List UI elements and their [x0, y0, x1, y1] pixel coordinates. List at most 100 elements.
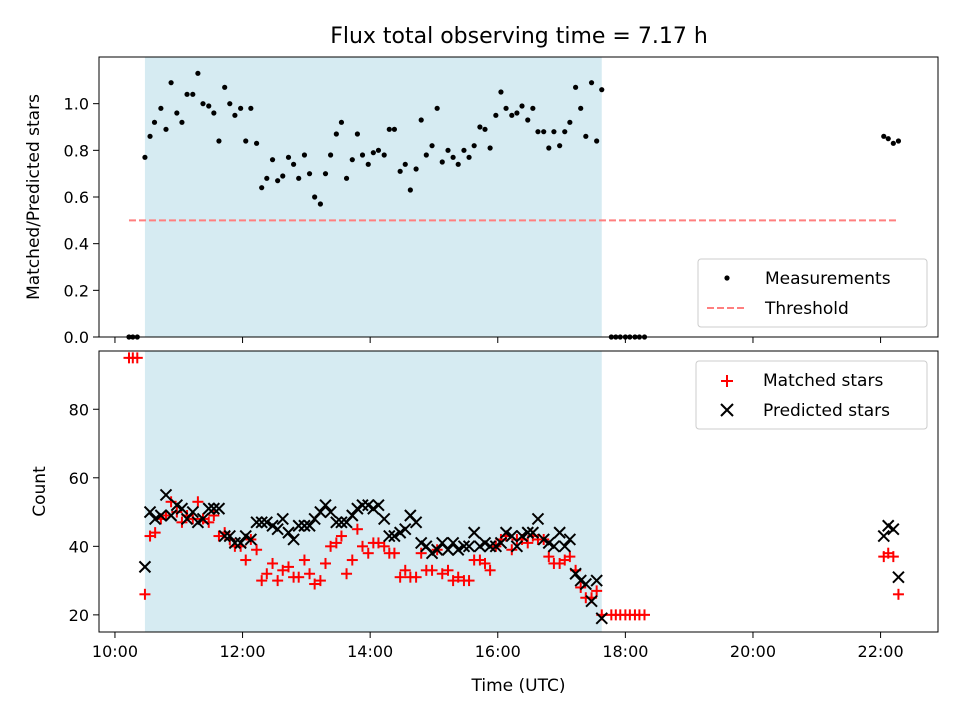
measurement-point [525, 117, 531, 123]
predicted-star-point [383, 529, 396, 543]
measurement-point [158, 105, 164, 111]
matched-star-point [452, 571, 464, 583]
bottom-legend: Matched stars Predicted stars [695, 360, 928, 430]
predicted-star-point [186, 505, 199, 519]
predicted-star-point [399, 522, 412, 536]
measurement-point [206, 103, 212, 109]
top-shaded-interval [144, 57, 602, 337]
measurement-point [338, 119, 345, 125]
measurement-point [493, 112, 499, 118]
matched-star-point [575, 581, 587, 593]
measurement-point [354, 131, 360, 137]
matched-star-point [149, 527, 161, 539]
predicted-stars-points [138, 488, 905, 625]
measurement-point [184, 91, 190, 97]
matched-star-point [277, 564, 289, 576]
measurement-point [151, 119, 158, 125]
bottom-shaded-interval [144, 351, 602, 632]
predicted-star-point [282, 526, 295, 539]
predicted-star-point [558, 540, 571, 553]
measurement-point [439, 159, 445, 165]
predicted-star-point [892, 570, 905, 584]
measurement-point [306, 171, 313, 177]
top-y-axis-label: Matched/Predicted stars [24, 94, 44, 300]
measurement-point [147, 133, 153, 139]
predicted-star-point [356, 499, 369, 512]
predicted-star-point [138, 560, 152, 574]
measurement-point [498, 89, 504, 95]
measurement-point [885, 136, 891, 142]
predicted-star-point [446, 536, 460, 550]
x-axis-label: Time (UTC) [471, 676, 566, 696]
predicted-star-point [531, 512, 545, 526]
measurement-point [578, 105, 584, 111]
measurement-point [211, 110, 217, 116]
measurement-points [126, 70, 902, 340]
matched-star-point [351, 523, 363, 535]
matched-star-point [176, 516, 188, 528]
measurement-point [466, 154, 472, 160]
matched-star-point [378, 540, 390, 552]
measurement-point [179, 119, 185, 125]
predicted-star-point [260, 516, 274, 529]
measurement-point [434, 105, 440, 111]
predicted-star-point [569, 567, 582, 580]
measurement-point [594, 138, 600, 144]
top-y-tick-label: 0.8 [64, 141, 89, 160]
legend-matched-marker [721, 375, 733, 387]
measurement-point [370, 150, 376, 156]
measurement-point [573, 84, 579, 90]
legend-measurements-label: Measurements [765, 269, 891, 289]
bottom-y-tick-label: 60 [69, 469, 89, 488]
measurement-point [391, 126, 398, 132]
predicted-star-point [377, 512, 391, 526]
measurement-point [546, 145, 552, 151]
measurement-point [275, 178, 281, 184]
matched-star-point [341, 568, 353, 580]
matched-star-point [442, 564, 454, 576]
predicted-star-point [218, 529, 231, 543]
top-axes-frame [98, 56, 939, 338]
measurement-point [386, 126, 392, 132]
top-legend: Measurements Threshold [697, 258, 928, 328]
measurement-point [264, 175, 270, 181]
bottom-y-axis-label: Count [30, 466, 50, 517]
top-legend-box [697, 258, 928, 328]
legend-predicted-marker [720, 403, 734, 417]
predicted-star-point [212, 502, 226, 515]
predicted-star-point [154, 509, 168, 522]
matched-star-point [346, 554, 358, 566]
measurement-point [280, 173, 286, 179]
matched-star-point [591, 585, 603, 597]
measurement-point [290, 161, 297, 167]
measurement-point [381, 152, 387, 158]
chart-title: Flux total observing time = 7.17 h [330, 24, 708, 49]
predicted-star-point [595, 612, 608, 625]
measurement-point [402, 161, 408, 167]
top-x-ticks [114, 337, 882, 343]
measurement-point [200, 101, 206, 107]
predicted-star-point [521, 526, 534, 539]
top-y-tick-label: 1.0 [64, 95, 89, 114]
predicted-star-point [505, 529, 519, 543]
measurement-point [365, 161, 371, 167]
measurement-point [317, 201, 323, 207]
matched-star-point [639, 609, 651, 621]
measurement-point [343, 175, 350, 181]
predicted-star-point [441, 543, 455, 556]
bottom-panel: 20 40 60 80 10:00 12:00 14:00 16:00 18:00 20:00 2… [30, 350, 939, 696]
predicted-star-point [467, 526, 481, 539]
matched-star-point [543, 551, 555, 563]
bottom-y-tick-label: 40 [69, 537, 89, 556]
matched-star-point [298, 554, 310, 566]
matched-star-point [335, 530, 347, 542]
top-y-tick-label: 0.2 [64, 281, 89, 300]
predicted-star-point [563, 533, 577, 546]
legend-matched-label: Matched stars [763, 371, 883, 391]
matched-star-point [399, 564, 411, 576]
matched-star-point [522, 537, 534, 549]
measurement-point [142, 154, 148, 160]
measurement-point [423, 152, 429, 158]
top-y-tick-label: 0.6 [64, 188, 89, 207]
matched-star-point [267, 557, 279, 569]
